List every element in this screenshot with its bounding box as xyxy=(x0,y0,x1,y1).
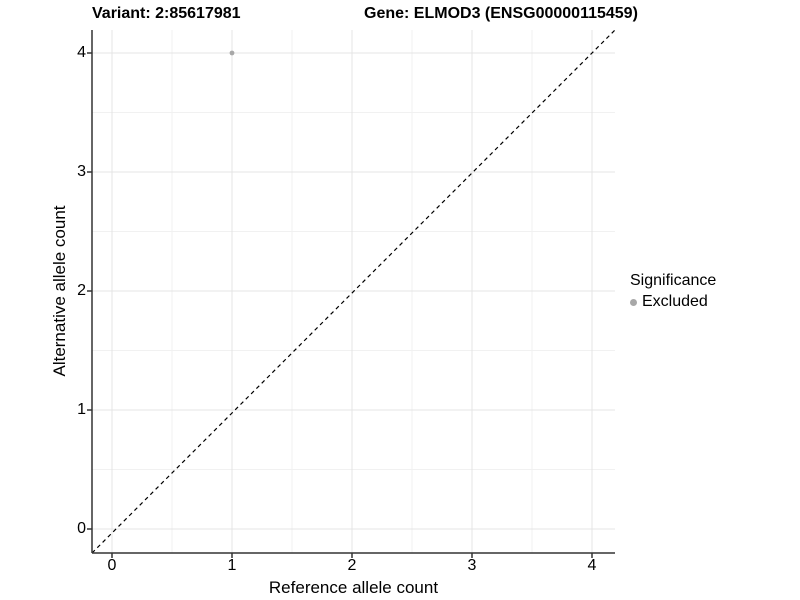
y-tick-label-0: 0 xyxy=(77,520,86,537)
x-tick-label-3: 3 xyxy=(467,557,477,574)
legend-item-label: Excluded xyxy=(642,293,708,310)
y-tick-label-4: 4 xyxy=(77,44,86,61)
excluded-point-icon xyxy=(630,298,637,306)
x-axis-title: Reference allele count xyxy=(268,578,439,597)
identity-dashed-line xyxy=(91,29,616,554)
legend: Significance Excluded xyxy=(630,272,716,311)
data-point-excluded xyxy=(229,50,235,56)
legend-title: Significance xyxy=(630,272,717,289)
legend-item-excluded: Excluded xyxy=(630,293,716,311)
x-tick-label-1: 1 xyxy=(227,557,237,574)
x-tick-label-0: 0 xyxy=(107,557,117,574)
y-tick-label-2: 2 xyxy=(77,282,86,299)
x-tick-label-4: 4 xyxy=(587,557,597,574)
plot-title-variant: Variant: 2:85617981 xyxy=(92,5,241,22)
y-axis-title: Alternative allele count xyxy=(50,205,69,377)
x-tick-label-2: 2 xyxy=(347,557,357,574)
y-tick-label-3: 3 xyxy=(77,163,86,180)
y-tick-label-1: 1 xyxy=(77,401,86,418)
plot-title-gene: Gene: ELMOD3 (ENSG00000115459) xyxy=(364,5,638,22)
